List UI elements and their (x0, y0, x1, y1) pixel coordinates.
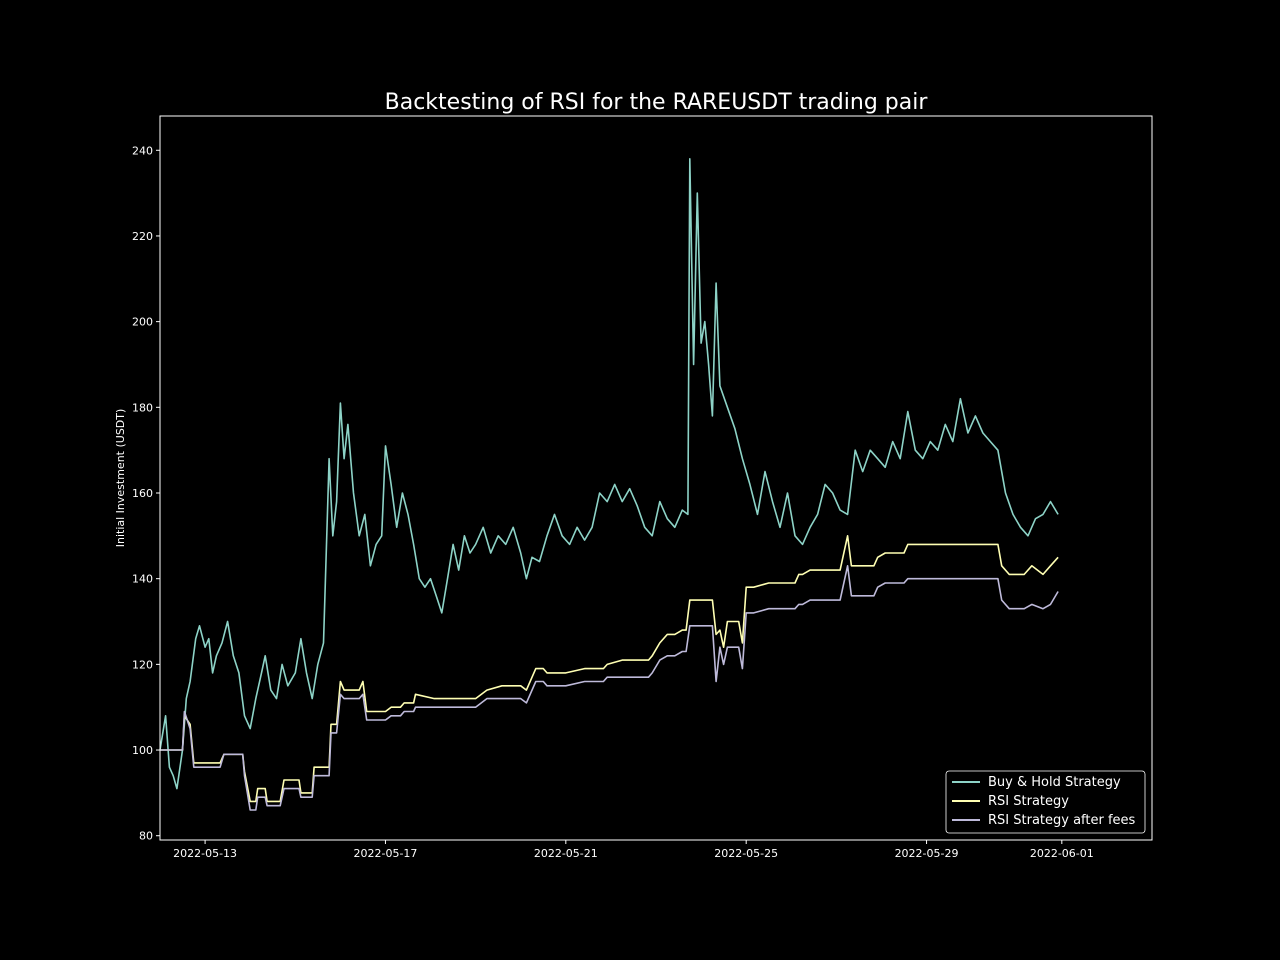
y-tick-label: 220 (132, 230, 153, 243)
y-tick-label: 120 (132, 658, 153, 671)
legend-box (945, 770, 1146, 834)
y-tick-label: 240 (132, 144, 153, 157)
y-tick-label: 200 (132, 316, 153, 329)
x-tick-label: 2022-05-13 (173, 847, 237, 860)
series-line-2 (160, 565, 1059, 811)
legend-label: Buy & Hold Strategy (988, 775, 1121, 790)
legend: Buy & Hold Strategy RSI Strategy RSI Strat… (945, 770, 1146, 834)
legend-label: RSI Strategy after fees (988, 813, 1136, 828)
x-tick-label: 2022-05-21 (534, 847, 598, 860)
axes-frame (159, 115, 1153, 841)
legend-label: RSI Strategy (988, 794, 1069, 809)
y-tick-label: 100 (132, 744, 153, 757)
x-tick-label: 2022-05-17 (353, 847, 417, 860)
x-axis-ticks: 2022-05-13 2022-05-17 2022-05-21 2022-05-25… (173, 840, 1094, 860)
x-tick-label: 2022-05-25 (714, 847, 778, 860)
y-tick-label: 160 (132, 487, 153, 500)
plot-lines (159, 158, 1059, 811)
series-line-0 (159, 158, 1059, 790)
x-tick-label: 2022-06-01 (1030, 847, 1094, 860)
y-axis-ticks: 80 100 120 140 160 180 200 220 240 (132, 144, 160, 843)
y-tick-label: 80 (139, 830, 153, 843)
chart-title: Backtesting of RSI for the RAREUSDT trad… (385, 90, 929, 115)
y-tick-label: 140 (132, 573, 153, 586)
y-tick-label: 180 (132, 401, 153, 414)
y-axis-label: Initial Investment (USDT) (114, 409, 127, 548)
x-tick-label: 2022-05-29 (895, 847, 959, 860)
series-line-1 (160, 535, 1059, 803)
